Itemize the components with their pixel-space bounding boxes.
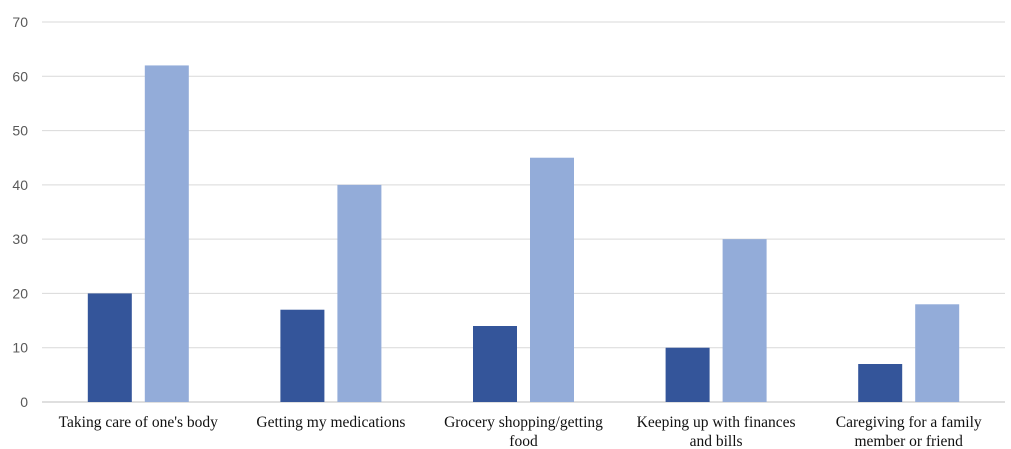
bar-series-2 [144, 65, 189, 402]
category-label: and bills [690, 433, 743, 449]
bar-series-1 [280, 309, 325, 402]
x-axis-category-labels: Taking care of one's body Getting my medi… [59, 414, 982, 449]
y-tick-label: 30 [12, 231, 28, 247]
gridlines [42, 21, 1005, 403]
y-tick-label: 70 [12, 14, 28, 30]
category-label: Grocery shopping/getting [444, 414, 603, 431]
bar-series-1 [87, 293, 132, 402]
y-tick-label: 10 [12, 340, 28, 356]
category-label: Caregiving for a family [836, 414, 982, 431]
y-tick-label: 60 [12, 68, 28, 84]
y-tick-label: 0 [20, 394, 28, 410]
y-tick-label: 20 [12, 285, 28, 301]
category-label: Getting my medications [256, 414, 405, 431]
bar-series-1 [665, 347, 710, 402]
bar-series-1 [473, 326, 517, 402]
category-label: Keeping up with finances [637, 414, 796, 431]
bar-series-2 [722, 239, 767, 402]
category-label: food [509, 433, 538, 449]
category-label: member or friend [854, 433, 963, 449]
bars [87, 65, 960, 402]
y-tick-label: 40 [12, 177, 28, 193]
y-tick-label: 50 [12, 123, 28, 139]
bar-series-2 [530, 157, 574, 402]
bar-series-1 [858, 364, 903, 402]
bar-series-2 [915, 304, 960, 402]
bar-series-2 [337, 184, 382, 402]
category-label: Taking care of one's body [59, 414, 218, 431]
y-axis-tick-labels: 0 10 20 30 40 50 60 70 [12, 14, 28, 410]
